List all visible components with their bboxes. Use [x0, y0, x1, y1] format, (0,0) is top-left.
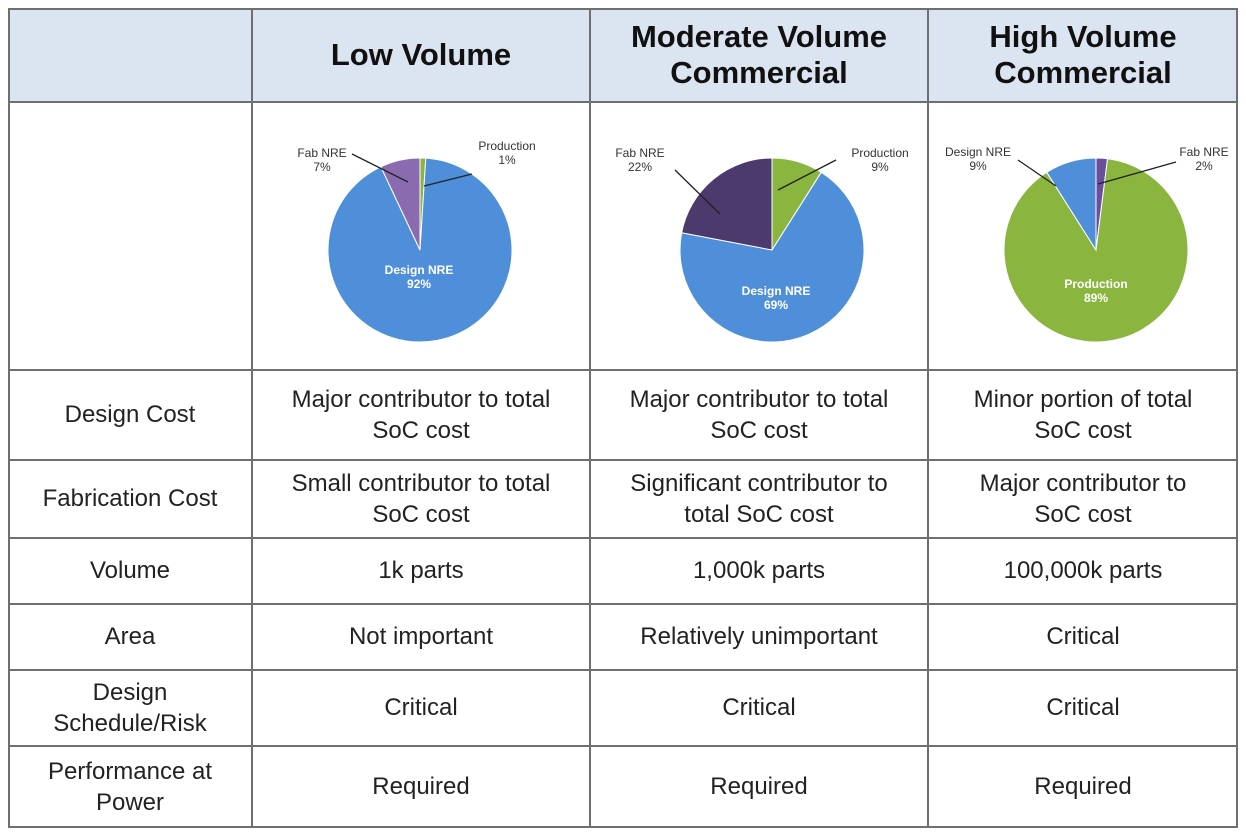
pie-chart-high-volume: Production 89% Design NRE 9% Fab NRE 2%	[928, 102, 1238, 370]
row-label-volume: Volume	[89, 557, 171, 585]
cell-area-moderate: Relatively unimportant	[640, 623, 878, 651]
pie-leader-line	[1097, 161, 1177, 185]
pie-value-design-nre: 69%	[764, 298, 788, 312]
pie-value-production: 89%	[1084, 291, 1108, 305]
grid-line	[8, 826, 1238, 828]
grid-line	[8, 101, 1238, 103]
pie-chart-low-volume: Production 1% Design NRE 92% Fab NRE 7%	[252, 102, 590, 370]
row-label-design-cost: Design Cost	[64, 401, 196, 429]
grid-line	[8, 8, 10, 828]
cell-design-cost-high: Minor portion of total SoC cost	[973, 385, 1193, 444]
grid-line	[8, 8, 1238, 10]
header-moderate-volume: Moderate Volume Commercial	[590, 8, 928, 102]
pie-leader-line	[351, 153, 409, 183]
pie-value-production: 9%	[871, 160, 889, 174]
grid-line	[8, 603, 1238, 605]
grid-line	[8, 537, 1238, 539]
cell-fabrication-cost-high: Major contributor to SoC cost	[979, 469, 1187, 528]
pie-slice-fab-nre	[681, 157, 773, 251]
pie-label-design-nre: Design NRE	[385, 263, 454, 277]
pie-value-fab-nre: 22%	[628, 160, 652, 174]
pie-value-fab-nre: 2%	[1195, 159, 1213, 173]
cell-area-high: Critical	[1046, 623, 1120, 651]
cell-area-low: Not important	[348, 623, 494, 651]
grid-line	[8, 669, 1238, 671]
cell-performance-high: Required	[1034, 773, 1132, 801]
cell-performance-moderate: Required	[710, 773, 808, 801]
pie-leader-line	[777, 159, 837, 191]
pie-leader-line	[1017, 159, 1057, 187]
cell-design-cost-low: Major contributor to total SoC cost	[291, 385, 551, 444]
pie-value-production: 1%	[498, 153, 516, 167]
row-label-performance-at-power: Performance at Power	[47, 757, 213, 816]
pie-label-production: Production	[851, 146, 908, 160]
row-label-area: Area	[104, 623, 156, 651]
pie-value-design-nre: 9%	[969, 159, 987, 173]
pie-value-design-nre: 92%	[407, 277, 431, 291]
grid-line	[927, 8, 929, 828]
pie-label-design-nre: Design NRE	[742, 284, 811, 298]
pie-label-fab-nre: Fab NRE	[1179, 145, 1228, 159]
grid-line	[1236, 8, 1238, 828]
pie-slice-fab-nre	[380, 157, 421, 251]
header-low-volume: Low Volume	[252, 8, 590, 102]
cell-design-cost-moderate: Major contributor to total SoC cost	[629, 385, 889, 444]
pie-label-production: Production	[478, 139, 535, 153]
comparison-table: Low Volume Moderate Volume Commercial Hi…	[8, 8, 1238, 828]
pie-label-fab-nre: Fab NRE	[615, 146, 664, 160]
pie-value-fab-nre: 7%	[313, 160, 331, 174]
pie-label-design-nre: Design NRE	[945, 145, 1011, 159]
cell-performance-low: Required	[372, 773, 470, 801]
grid-line	[8, 369, 1238, 371]
cell-schedule-risk-low: Critical	[384, 694, 458, 722]
row-label-fabrication-cost: Fabrication Cost	[42, 485, 218, 513]
grid-line	[251, 8, 253, 828]
header-high-volume: High Volume Commercial	[928, 8, 1238, 102]
pie-slice-design-nre	[1046, 157, 1097, 252]
cell-schedule-risk-high: Critical	[1046, 694, 1120, 722]
grid-line	[8, 745, 1238, 747]
header-corner	[8, 8, 252, 102]
pie-slice-design-nre	[679, 171, 865, 343]
pie-leader-line	[423, 173, 473, 187]
grid-line	[8, 459, 1238, 461]
cell-volume-high: 100,000k parts	[1003, 557, 1163, 585]
grid-line	[589, 8, 591, 828]
cell-fabrication-cost-low: Small contributor to total SoC cost	[291, 469, 551, 528]
cell-schedule-risk-moderate: Critical	[722, 694, 796, 722]
pie-label-fab-nre: Fab NRE	[297, 146, 346, 160]
pie-leader-line	[674, 169, 721, 215]
pie-chart-moderate-volume: Design NRE 69% Fab NRE 22% Production 9%	[590, 102, 928, 370]
pie-label-production: Production	[1064, 277, 1127, 291]
cell-volume-moderate: 1,000k parts	[692, 557, 826, 585]
row-label-design-schedule-risk: Design Schedule/Risk	[53, 678, 207, 737]
cell-volume-low: 1k parts	[378, 557, 464, 585]
cell-fabrication-cost-moderate: Significant contributor to total SoC cos…	[630, 469, 888, 528]
